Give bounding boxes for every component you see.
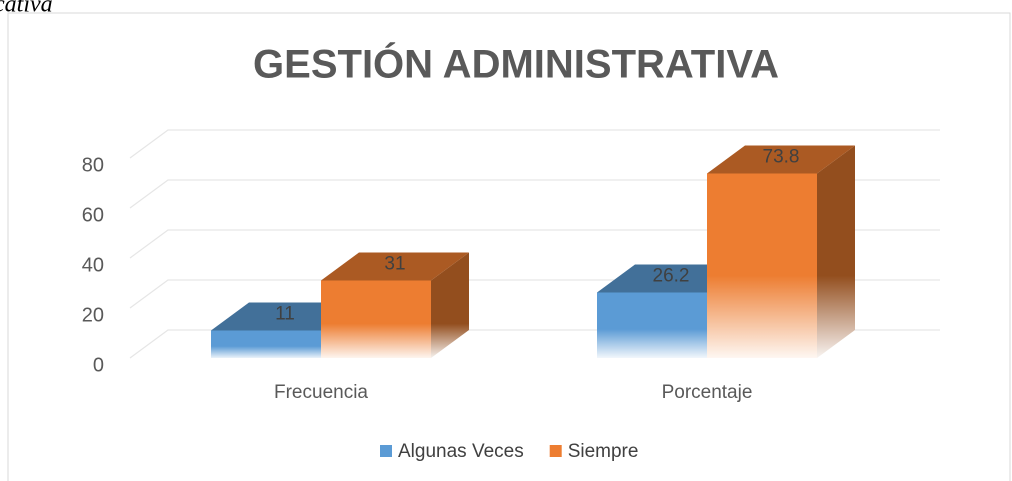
y-tick-label: 0 xyxy=(93,354,104,376)
legend-label: Algunas Veces xyxy=(398,441,524,462)
data-label: 73.8 xyxy=(763,147,800,168)
legend-swatch xyxy=(380,445,392,457)
data-label: 11 xyxy=(275,304,295,325)
y-tick-label: 20 xyxy=(82,304,104,326)
legend-swatch xyxy=(549,445,562,457)
data-label: 31 xyxy=(384,254,405,275)
bar-top xyxy=(321,252,469,281)
y-tick-label: 60 xyxy=(82,204,104,226)
grid-line xyxy=(129,179,940,209)
y-tick-label: 80 xyxy=(82,154,104,176)
bar-fade xyxy=(321,280,469,359)
bar-fade xyxy=(707,173,855,359)
data-label: 26.2 xyxy=(653,266,690,287)
x-tick-label: Porcentaje xyxy=(662,382,753,403)
legend-label: Siempre xyxy=(568,441,639,462)
bar-top xyxy=(707,145,855,174)
chart-title: GESTIÓN ADMINISTRATIVA xyxy=(253,41,779,87)
x-tick-label: Frecuencia xyxy=(274,382,368,403)
grid-line xyxy=(129,229,940,259)
chart-frame xyxy=(7,12,1011,481)
grid-line xyxy=(129,129,940,159)
y-tick-label: 40 xyxy=(82,254,104,276)
